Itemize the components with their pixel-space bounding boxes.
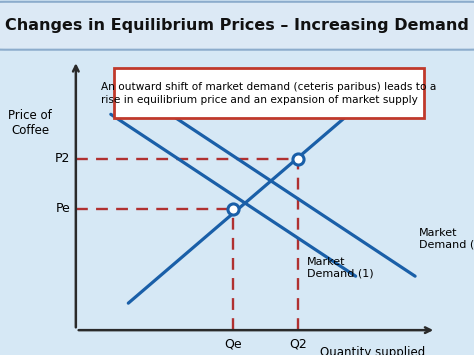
Text: Price of
Coffee: Price of Coffee (9, 109, 52, 137)
Text: An outward shift of market demand (ceteris paribus) leads to a
rise in equilibri: An outward shift of market demand (ceter… (101, 82, 437, 105)
FancyBboxPatch shape (114, 69, 424, 118)
Text: Q2: Q2 (289, 338, 307, 351)
Text: Market
Supply: Market Supply (385, 95, 424, 117)
Text: Pe: Pe (56, 202, 71, 215)
Text: Market
Demand (2): Market Demand (2) (419, 228, 474, 249)
Text: Qe: Qe (224, 338, 242, 351)
Text: Market
Demand (1): Market Demand (1) (307, 257, 374, 279)
Text: Quantity supplied: Quantity supplied (320, 346, 426, 355)
Text: P2: P2 (55, 152, 71, 165)
Text: Changes in Equilibrium Prices – Increasing Demand: Changes in Equilibrium Prices – Increasi… (5, 18, 469, 33)
FancyBboxPatch shape (0, 2, 474, 50)
